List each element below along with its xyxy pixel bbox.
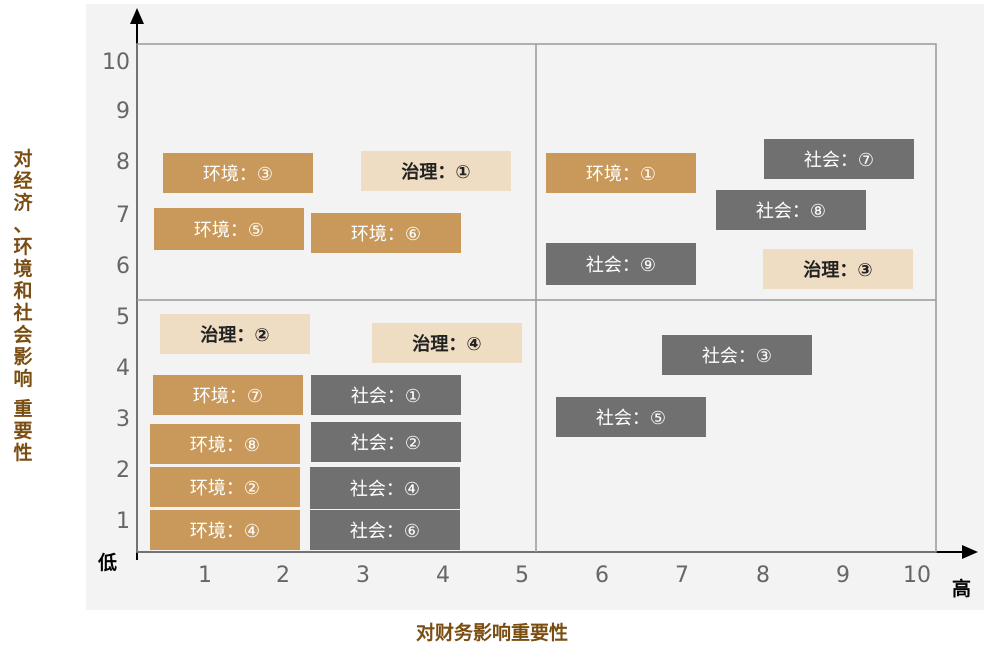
- issue-box-soc: 社会：⑥: [310, 510, 460, 550]
- y-tick-label: 6: [116, 254, 130, 279]
- x-tick-label: 3: [356, 563, 370, 588]
- y-axis-arrow: [130, 8, 144, 24]
- issue-box-gov: 治理：④: [372, 323, 522, 363]
- x-tick-label: 9: [836, 563, 850, 588]
- y-axis-title-char: 性: [13, 442, 33, 464]
- x-tick-label: 8: [756, 563, 770, 588]
- issue-box-soc: 社会：④: [310, 467, 460, 509]
- y-axis-title-char: 对: [13, 148, 33, 170]
- y-axis-title-char: 经: [13, 170, 33, 192]
- issue-box-soc: 社会：③: [662, 335, 812, 375]
- x-tick-label: 1: [198, 563, 212, 588]
- y-tick-label: 10: [102, 50, 130, 75]
- y-tick-label: 3: [116, 407, 130, 432]
- y-tick-label: 5: [116, 305, 130, 330]
- y-axis-title-char: 重: [13, 398, 33, 420]
- issue-box-env: 环境：⑦: [153, 375, 303, 415]
- issue-box-env: 环境：⑧: [150, 424, 300, 464]
- issue-box-env: 环境：④: [150, 510, 300, 550]
- y-tick-label: 9: [116, 99, 130, 124]
- y-axis-title-char: 社: [13, 302, 33, 324]
- x-tick-label: 6: [595, 563, 609, 588]
- y-tick-label: 4: [116, 356, 130, 381]
- y-axis-title-char: 会: [13, 324, 33, 346]
- high-label: 高: [952, 578, 972, 600]
- issue-box-soc: 社会：①: [311, 375, 461, 415]
- y-tick-label: 2: [116, 458, 130, 483]
- y-tick-label: 7: [116, 203, 130, 228]
- issue-box-soc: 社会：②: [311, 422, 461, 462]
- issue-box-env: 环境：③: [163, 153, 313, 193]
- x-tick-label: 4: [436, 563, 450, 588]
- x-axis-arrow: [962, 545, 978, 559]
- issue-box-gov: 治理：③: [763, 249, 913, 289]
- y-tick-label: 1: [116, 509, 130, 534]
- y-axis-title-char: [10, 390, 36, 398]
- plot-background: [86, 4, 984, 610]
- issue-box-env: 环境：①: [546, 153, 696, 193]
- issue-box-gov: 治理：②: [160, 314, 310, 354]
- issue-box-env: 环境：⑤: [154, 208, 304, 250]
- y-tick-label: 8: [116, 150, 130, 175]
- issue-box-soc: 社会：⑦: [764, 139, 914, 179]
- x-axis-title: 对财务影响重要性: [415, 622, 568, 644]
- issue-box-gov: 治理：①: [361, 151, 511, 191]
- y-axis-title-char: 和: [13, 280, 33, 302]
- y-axis-title: 对经济、环境和社会影响重要性: [10, 148, 36, 464]
- issue-box-env: 环境：②: [150, 467, 300, 507]
- x-tick-label: 5: [515, 563, 529, 588]
- y-axis-title-char: 要: [13, 420, 33, 442]
- issue-box-soc: 社会：⑤: [556, 397, 706, 437]
- y-axis-title-char: 响: [13, 368, 33, 390]
- issue-box-soc: 社会：⑨: [546, 243, 696, 285]
- x-tick-label: 10: [903, 563, 931, 588]
- x-tick-label: 2: [276, 563, 290, 588]
- y-axis-title-char: 影: [13, 346, 33, 368]
- y-axis-title-char: 济: [13, 192, 33, 214]
- x-tick-label: 7: [675, 563, 689, 588]
- y-axis-title-char: 环: [13, 236, 33, 258]
- y-axis-title-char: 境: [13, 258, 33, 280]
- low-label: 低: [98, 552, 118, 574]
- issue-box-env: 环境：⑥: [311, 213, 461, 253]
- y-axis-title-char: 、: [13, 214, 33, 236]
- issue-box-soc: 社会：⑧: [716, 190, 866, 230]
